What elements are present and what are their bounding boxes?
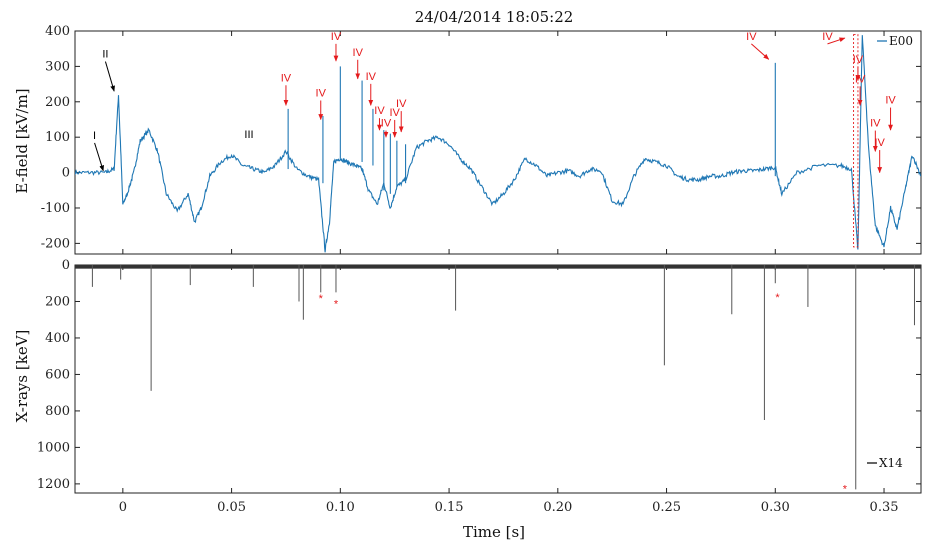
annotation-label: IV <box>366 71 377 83</box>
annotation-label: IV <box>281 72 292 84</box>
e-field-ytick-label: 100 <box>45 130 70 145</box>
time-xlabel: Time [s] <box>463 523 525 541</box>
annotation-label: IV <box>874 137 885 149</box>
annotation-label: III <box>244 129 253 141</box>
annotation-label: I <box>93 130 96 142</box>
e-field-highlight-region <box>853 34 859 248</box>
annotation-arrow <box>751 43 770 60</box>
annotation-label: IV <box>389 107 400 119</box>
xray-panel: 0 200 400 600 800 1000 1200 0 0.05 0.10 0.15 0.20 0.… <box>37 258 922 515</box>
e-field-ylabel: E-field [kV/m] <box>13 88 31 193</box>
chart-title: 24/04/2014 18:05:22 <box>415 8 574 26</box>
xray-ytick-label: 0 <box>62 258 70 273</box>
e-field-panel: -200-1000100200300400IIIIIIIVIVIVIVIVIVI… <box>41 24 922 255</box>
xray-xtick-label: 0.05 <box>217 500 246 515</box>
e-field-plot-area <box>75 34 921 253</box>
xray-ytick-label: 200 <box>45 294 70 309</box>
xray-ytick-label: 800 <box>45 404 70 419</box>
xray-noise-band <box>75 265 921 269</box>
e-field-ytick-label: 0 <box>62 166 70 181</box>
xray-ytick-label: 400 <box>45 331 70 346</box>
xray-marker: * <box>775 292 780 304</box>
annotation-label: IV <box>331 31 342 43</box>
xray-ylabel: X-rays [keV] <box>13 330 31 423</box>
xray-axes-frame <box>74 264 922 494</box>
xray-ytick-label: 600 <box>45 367 70 382</box>
annotation-label: IV <box>316 87 327 99</box>
xray-xtick-label: 0.10 <box>326 500 355 515</box>
e-field-series-line <box>75 35 921 253</box>
xray-xtick-label: 0.25 <box>652 500 681 515</box>
annotation-label: IV <box>746 31 757 43</box>
annotation-label: IV <box>353 47 364 59</box>
annotation-label: IV <box>870 118 881 130</box>
xray-xtick-label: 0.35 <box>870 500 899 515</box>
annotation-label: IV <box>374 105 385 117</box>
legend-label-e00: E00 <box>889 34 913 48</box>
e-field-ytick-label: -100 <box>41 201 70 216</box>
xray-xtick-label: 0 <box>119 500 127 515</box>
annotation-label: II <box>102 49 108 61</box>
e-field-axes-frame <box>74 30 922 255</box>
annotation-label: IV <box>853 54 864 66</box>
annotation-arrow <box>94 142 104 172</box>
e-field-ytick-label: 300 <box>45 59 70 74</box>
annotation-label: IV <box>381 118 392 130</box>
e-field-ytick-label: 400 <box>45 24 70 39</box>
xray-marker: * <box>334 298 339 310</box>
legend-label-x14: X14 <box>879 456 903 470</box>
xray-xtick-label: 0.15 <box>435 500 464 515</box>
annotation-label: IV <box>855 73 866 85</box>
e-field-ytick-label: 200 <box>45 95 70 110</box>
xray-marker: * <box>319 293 324 305</box>
annotation-label: IV <box>822 31 833 43</box>
annotation-arrow <box>827 37 846 45</box>
xray-xtick-label: 0.20 <box>543 500 572 515</box>
xray-xtick-label: 0.30 <box>761 500 790 515</box>
annotation-label: IV <box>885 95 896 107</box>
e-field-ytick-label: -200 <box>41 236 70 251</box>
xray-ytick-label: 1200 <box>37 477 70 492</box>
xray-ytick-label: 1000 <box>37 440 70 455</box>
annotation-label: IV <box>396 98 407 110</box>
xray-marker: * <box>843 484 848 496</box>
annotation-arrow <box>104 61 115 92</box>
xray-plot-area <box>75 265 921 490</box>
